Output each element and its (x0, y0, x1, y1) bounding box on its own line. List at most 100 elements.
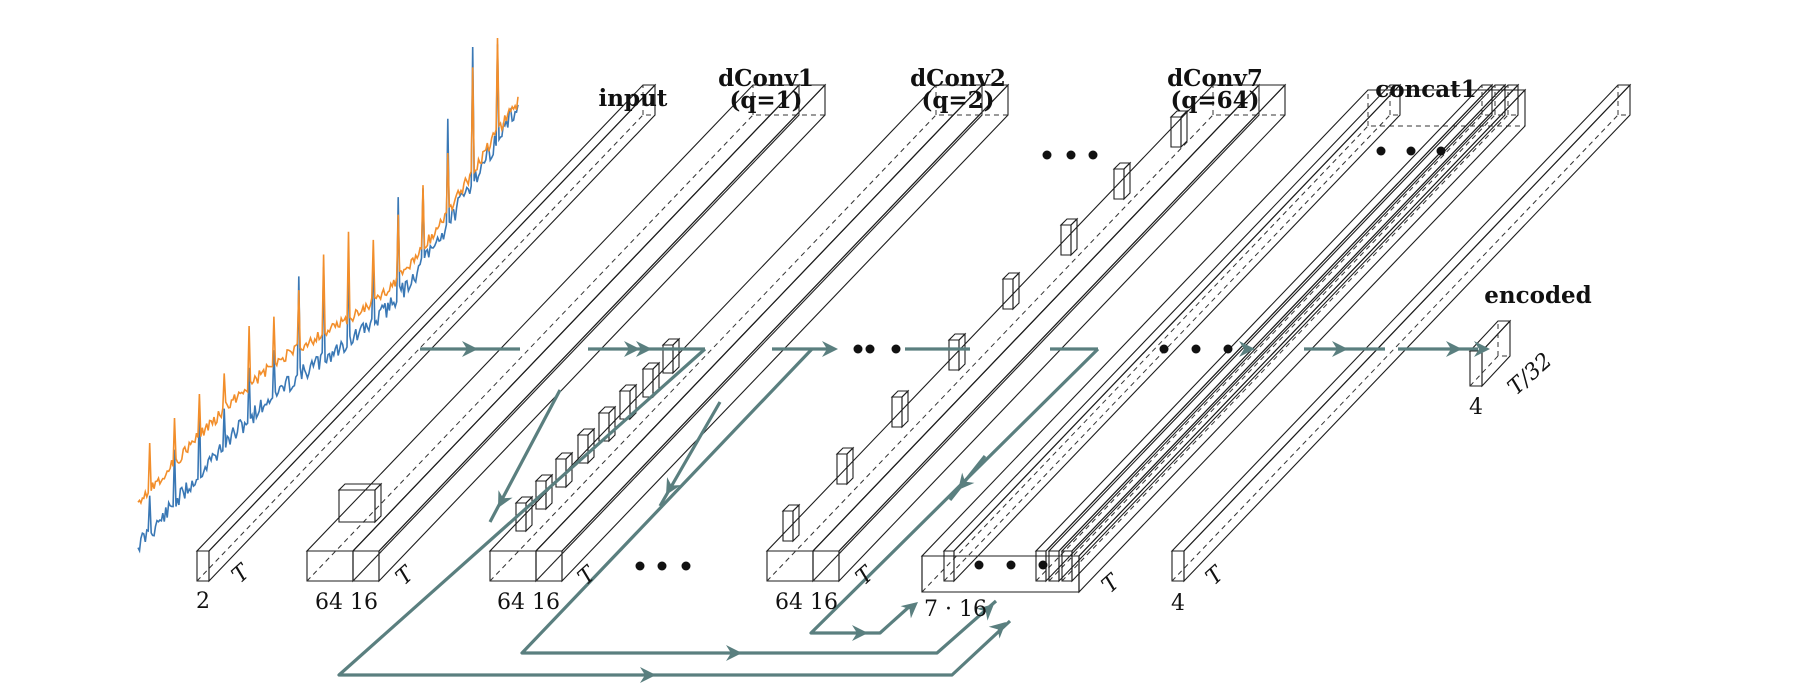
encoded-length-dim: T/32 (1503, 348, 1557, 400)
conv7-channels-b: 16 (810, 590, 838, 615)
ellipsis-dot (1406, 146, 1416, 156)
dconv7-kernel-5 (1001, 271, 1021, 311)
arrowhead-8 (726, 645, 742, 661)
ellipsis-dot (635, 561, 645, 571)
dconv2-kernel-1 (514, 495, 534, 533)
concat-time-dim: T (1097, 569, 1126, 599)
arrowhead-12 (976, 604, 994, 621)
layer-labels: input dConv1 (q=1) dConv2 (q=2) dConv7 (… (599, 65, 1592, 309)
flow-return-3 (948, 455, 987, 501)
conv2-channels-a: 64 (497, 590, 525, 615)
concat-channels-dim: 7 · 16 (924, 597, 987, 622)
dconv7-kernel-3 (890, 389, 910, 429)
dconv7-kernel-2 (835, 446, 855, 486)
ellipsis-dot (1066, 150, 1076, 160)
arrowhead-11 (988, 622, 1006, 639)
signal-blue-line (137, 44, 519, 554)
dconv1-kernel (337, 482, 383, 524)
arrowhead-6 (1474, 341, 1490, 357)
ellipsis-dot (853, 344, 863, 354)
dconv1-q-label: (q=1) (729, 87, 802, 114)
flow-skip-dconv1 (337, 347, 1012, 677)
dconv7-kernel-7 (1112, 161, 1132, 201)
ellipsis-dot (1436, 146, 1446, 156)
final-conv-block (1170, 83, 1632, 583)
final-time-dim: T (1201, 561, 1230, 591)
dconv1-label: dConv1 (718, 65, 814, 92)
arrowhead-2 (636, 341, 652, 357)
ellipsis-dot (1223, 344, 1233, 354)
dconv7-kernel-1 (781, 503, 801, 543)
input-time-dim: T (227, 559, 256, 589)
concat-shell-front (921, 555, 1080, 593)
arrowhead-5 (1446, 341, 1462, 357)
time-series-plot (137, 37, 519, 554)
ellipsis-dot (891, 344, 901, 354)
concat-shell-back (920, 88, 1527, 594)
ellipsis-dot (974, 560, 984, 570)
concat-slab-4 (1060, 83, 1520, 583)
dconv7-block-slab-64 (765, 83, 1261, 583)
encoded-channels-dim: 4 (1469, 395, 1483, 420)
arrowhead-13 (498, 490, 513, 508)
arrowhead-4 (1332, 341, 1348, 357)
arrowhead-14 (666, 477, 681, 495)
ellipsis-dot (1006, 560, 1016, 570)
ellipsis-dot (681, 561, 691, 571)
input-block (195, 83, 657, 583)
ellipsis-dot (1038, 560, 1048, 570)
conv1-channels-b: 16 (350, 590, 378, 615)
encoded-label: encoded (1484, 282, 1592, 309)
arrowhead-10 (900, 602, 918, 619)
dconv2-block-slab-64 (488, 83, 984, 583)
ellipsis-dot (1159, 344, 1169, 354)
ellipsis-dot (865, 344, 875, 354)
arrowhead-16 (1239, 341, 1255, 357)
dconv2-kernel-4 (576, 427, 596, 465)
ellipsis-dots (635, 146, 1446, 571)
signal-orange-line (137, 37, 519, 506)
dconv7-kernel-8 (1169, 109, 1189, 149)
dconv2-kernel-3 (554, 451, 574, 489)
dconv7-block-slab-16 (811, 83, 1287, 583)
conv1-channels-a: 64 (315, 590, 343, 615)
encoded-block (1468, 319, 1512, 388)
dconv7-q-label: (q=64) (1170, 87, 1259, 114)
arrowhead-3 (822, 341, 838, 357)
conv7-channels-a: 64 (775, 590, 803, 615)
dconv2-q-label: (q=2) (921, 87, 994, 114)
conv2-channels-b: 16 (532, 590, 560, 615)
flow-skip-dconv7 (809, 347, 1100, 635)
ellipsis-dot (1042, 150, 1052, 160)
dconv1-block (305, 83, 827, 583)
dconv2-block (488, 83, 1010, 583)
concat-slab-3 (1047, 83, 1507, 583)
ellipsis-dot (1191, 344, 1201, 354)
conv1-time-dim: T (391, 561, 420, 591)
arrowhead-7 (640, 667, 656, 683)
dconv7-kernel-6 (1059, 217, 1079, 257)
ellipsis-dot (1088, 150, 1098, 160)
arrowhead-9 (852, 625, 868, 641)
flow-skip-dconv2 (520, 347, 998, 655)
concat-block (920, 83, 1527, 594)
arrowhead-15 (958, 472, 975, 490)
arrowhead-1 (462, 341, 478, 357)
input-label: input (599, 85, 668, 112)
dconv1-block-slab-16 (351, 83, 827, 583)
dconv2-kernel-5 (597, 405, 617, 443)
ellipsis-dot (657, 561, 667, 571)
input-channels-dim: 2 (196, 589, 210, 614)
concat-slab-1 (942, 83, 1402, 583)
arrowhead-17 (624, 341, 640, 357)
dconv2-block-slab-16 (534, 83, 1010, 583)
dconv7-block (765, 83, 1287, 583)
conv7-time-dim: T (851, 561, 880, 591)
dconv7-label: dConv7 (1167, 65, 1263, 92)
dconv2-kernel-8 (661, 337, 681, 375)
ellipsis-dot (1376, 146, 1386, 156)
concat-label: concat1 (1375, 76, 1477, 103)
final-channels-dim: 4 (1171, 591, 1185, 616)
dconv2-label: dConv2 (910, 65, 1006, 92)
